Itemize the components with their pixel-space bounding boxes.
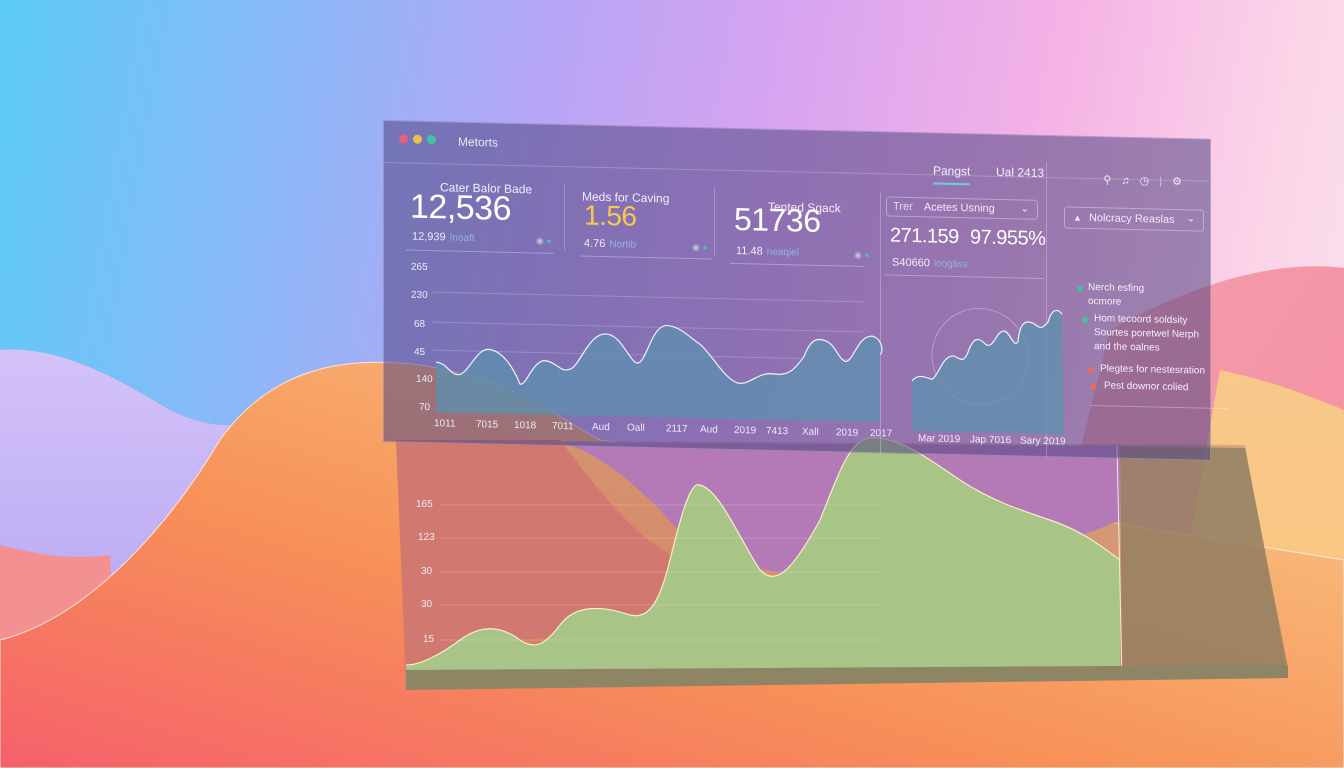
main-area-chart (432, 291, 883, 423)
toolbar-icons: ⚲♫◷|⚙ (1103, 173, 1192, 188)
main-ytick: 68 (414, 318, 426, 330)
sidebar-dropdown-label: Nolcracy Reaslas (1088, 212, 1175, 226)
toolbar-separator: | (1159, 175, 1173, 188)
main-xtick: 2019 (734, 424, 757, 437)
triangle-up-icon: ▲ (1073, 212, 1082, 223)
clock-icon[interactable]: ◷ (1139, 175, 1160, 188)
main-xtick: 1011 (434, 418, 456, 430)
main-ytick: 70 (419, 401, 431, 414)
sidebar-list-item[interactable]: Plegtes for nestesration (1100, 362, 1205, 378)
main-xtick: Xall (802, 426, 819, 438)
main-xtick: 2019 (836, 427, 859, 439)
secondary-area-chart (911, 308, 1064, 435)
settings-icon[interactable]: ⚙ (1172, 175, 1192, 189)
item-text-3: and the oalnes (1094, 341, 1160, 354)
item-text: Plegtes for nestesration (1100, 363, 1206, 377)
main-ytick: 140 (416, 373, 433, 386)
main-xtick: Aud (592, 421, 610, 434)
main-ytick: 45 (414, 346, 426, 358)
status-dot-red (1088, 366, 1094, 374)
dashboard-window: Metorts Pangst Ual 2413 ⚲♫◷|⚙ Cater Balo… (383, 120, 1228, 461)
secondary-xtick: Mar 2019 (918, 433, 961, 446)
status-dot-red (1090, 384, 1096, 391)
location-icon[interactable]: ⚲ (1103, 174, 1122, 187)
item-text-2: ocmore (1088, 295, 1122, 308)
lower-ytick: 123 (418, 532, 435, 543)
lower-ytick: 15 (423, 634, 435, 645)
item-text: Hom tecoord soldsity (1094, 313, 1188, 327)
main-xtick: Oall (627, 422, 645, 434)
main-xtick: 7015 (476, 419, 499, 431)
main-ytick: 265 (411, 261, 428, 274)
main-xtick: 2117 (666, 423, 688, 435)
secondary-xtick: Jap 7016 (970, 434, 1012, 447)
main-xtick: 1018 (514, 419, 537, 432)
sidebar-list-item[interactable]: Hom tecoord soldsity Sourtes poretwel Ne… (1094, 312, 1199, 356)
sidebar-list-item[interactable]: Nerch esfing ocmore (1088, 281, 1144, 310)
chevron-down-icon: ⌄ (1186, 213, 1195, 225)
sidebar-filter-dropdown[interactable]: ▲ Nolcracy Reaslas ⌄ (1064, 206, 1204, 232)
sidebar-underline (1090, 405, 1228, 410)
lower-ytick: 165 (416, 499, 433, 510)
lower-ytick: 30 (421, 599, 433, 610)
bell-icon[interactable]: ♫ (1121, 174, 1140, 188)
status-dot-green (1077, 285, 1083, 292)
item-text: Pest downor colied (1104, 380, 1189, 394)
main-xtick: 7413 (766, 425, 789, 438)
secondary-xtick: Sary 2019 (1020, 435, 1066, 448)
status-dot-green (1082, 316, 1088, 323)
main-xtick: 7011 (552, 420, 574, 433)
main-xtick: Aud (700, 424, 718, 436)
main-ytick: 230 (411, 289, 428, 302)
lower-ytick: 30 (421, 566, 433, 577)
item-text: Nerch esfing (1088, 281, 1145, 295)
sidebar-list-item[interactable]: Pest downor colied (1104, 379, 1189, 395)
item-text-2: Sourtes poretwel Nerph (1094, 327, 1200, 341)
